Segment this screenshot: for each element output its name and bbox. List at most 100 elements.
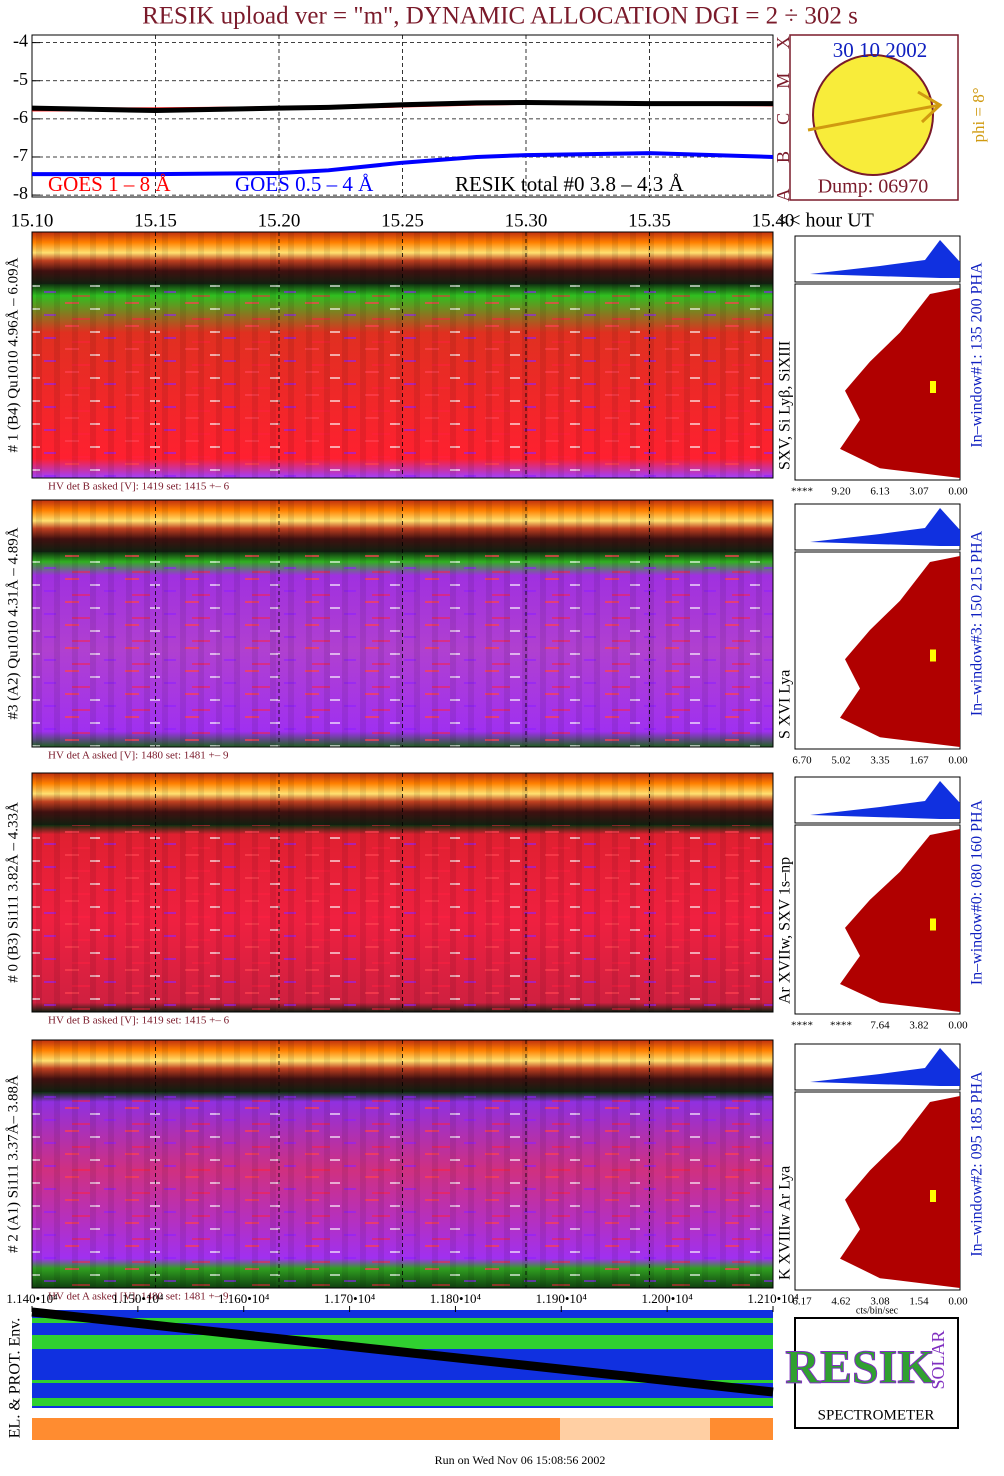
series-line [31, 99, 773, 113]
flare-class: A [773, 189, 793, 202]
pha-histogram [810, 240, 960, 278]
detector-panels: # 1 (B4) Qu1010 4.96Å – 6.09Å SXV, Si Lyβ… [5, 231, 986, 1316]
logo-solar: SOLAR [928, 1330, 948, 1389]
sun-dump: Dump: 06970 [818, 176, 929, 198]
sun-date: 30 10 2002 [833, 38, 928, 62]
hist-tick-label: 0.00 [948, 1020, 968, 1032]
hist-tick-label: 9.20 [831, 486, 851, 498]
line-label: S XVI Lya [777, 670, 794, 739]
detector-label: # 1 (B4) Qu1010 4.96Å – 6.09Å [5, 257, 21, 452]
legend-entry: GOES 1 – 8 Å [48, 172, 171, 196]
flare-class: X [773, 36, 793, 49]
flare-class: M [773, 73, 793, 89]
spectrum-histogram [840, 556, 960, 747]
hist-tick-label: **** [791, 1020, 813, 1032]
spectrum-marker [930, 918, 936, 931]
window-label: In–window#0: 080 160 PHA [969, 799, 986, 985]
hist-tick-label: 1.67 [909, 755, 929, 767]
x-tick-label: 15.25 [381, 210, 424, 231]
x-tick-label: 15.30 [505, 210, 548, 231]
y-tick-label: -6 [13, 107, 28, 127]
x-tick-label: 15.35 [628, 210, 671, 231]
y-tick-label: -4 [13, 31, 28, 51]
hv-label: HV det B asked [V]: 1419 set: 1415 +– 6 [48, 1015, 230, 1027]
lightcurve: -4 -5 -6 -7 -8 15.10 15.15 15.20 15.25 15.30 15.35… [11, 31, 795, 232]
env-tick-label: 1.150•10⁴ [112, 1291, 164, 1306]
y-tick-label: -7 [13, 145, 28, 165]
env-band [32, 1335, 773, 1349]
line-label: K XVIIIw Ar Lya [777, 1166, 794, 1280]
hist-tick-label: 5.02 [831, 755, 850, 767]
y-tick-label: -8 [13, 183, 28, 203]
x-tick-label: 15.15 [134, 210, 177, 231]
sun-arrowhead [917, 90, 943, 124]
detector-label: #3 (A2) Qu1010 4.31Å – 4.89Å [5, 527, 21, 719]
env-band [32, 1318, 773, 1323]
sun-arrow [807, 103, 941, 132]
footer: Run on Wed Nov 06 15:08:56 2002 [435, 1453, 606, 1467]
window-label: In–window#1: 135 200 PHA [969, 262, 986, 448]
env-tick-label: 1.160•10⁴ [218, 1291, 270, 1306]
window-label: In–window#3: 150 215 PHA [969, 530, 986, 716]
sun-disk [812, 54, 934, 176]
env-line [31, 1307, 774, 1397]
hist-tick-label: 6.17 [792, 1296, 812, 1308]
legend-entry: RESIK total #0 3.8 – 4.3 Å [455, 172, 684, 196]
spectrum-histogram [840, 829, 960, 1012]
hist-tick-label: **** [791, 486, 813, 498]
hist-tick-label: 0.00 [948, 755, 968, 767]
spectrum-marker [930, 1190, 936, 1202]
pha-histogram [810, 508, 960, 546]
sun-frame [789, 34, 959, 201]
window-label: In–window#2: 095 185 PHA [969, 1071, 986, 1257]
detector-label: # 2 (A1) Si111 3.37Å– 3.88Å [5, 1075, 21, 1253]
title: RESIK upload ver = "m", DYNAMIC ALLOCATI… [142, 3, 858, 30]
env-axis: 1.140•10⁴ 1.150•10⁴ 1.160•10⁴ 1.170•10⁴ 1.18… [6, 1291, 799, 1312]
hist-tick-label: 3.07 [909, 486, 929, 498]
series-line [32, 151, 774, 177]
x-axis-label: << hour UT [778, 210, 874, 232]
flare-classes: A B C M X [773, 36, 793, 201]
sun-phi: phi = 8° [969, 87, 988, 142]
hist-tick-label: 1.54 [909, 1296, 929, 1308]
x-tick-label: 15.20 [258, 210, 301, 231]
hist-tick-label: 3.08 [870, 1296, 890, 1308]
spectrum-histogram [840, 1096, 960, 1288]
pha-frame [794, 503, 961, 551]
flare-class: B [773, 151, 793, 163]
logo-frame [794, 1317, 959, 1429]
env-strip [560, 1418, 710, 1440]
env-band [32, 1380, 773, 1383]
env-tick-label: 1.140•10⁴ [6, 1291, 58, 1306]
hist-tick-label: 4.62 [831, 1296, 850, 1308]
hv-label: HV det A asked [V]: 1480 set: 1481 +– 9 [48, 750, 229, 762]
hist-tick-label: 0.00 [948, 1296, 968, 1308]
env-tick-label: 1.170•10⁴ [324, 1291, 376, 1306]
pha-frame [794, 235, 961, 283]
pha-frame [794, 1043, 961, 1091]
env-tick-label: 1.190•10⁴ [536, 1291, 588, 1306]
pha-histogram [810, 781, 960, 819]
logo-resik: RESIK [785, 1341, 934, 1394]
spectrum-marker [930, 381, 936, 393]
hist-unit: cts/bin/sec [856, 1305, 899, 1316]
env-tick-label: 1.180•10⁴ [430, 1291, 482, 1306]
detector-label: # 0 (B3) Si111 3.82Å – 4.33Å [5, 802, 21, 983]
x-tick-label: 15.40 [752, 210, 795, 231]
hist-tick-label: **** [830, 1020, 852, 1032]
hist-tick-label: 6.70 [792, 755, 812, 767]
hist-tick-label: 7.64 [870, 1020, 890, 1032]
logo-spectrometer: SPECTROMETER [818, 1407, 935, 1423]
flare-class: C [773, 113, 793, 125]
hist-tick-label: 0.00 [948, 486, 968, 498]
line-label: SXV, Si Lyβ, SiXIII [777, 341, 794, 470]
pha-histogram [810, 1048, 960, 1086]
env-band [32, 1398, 773, 1406]
env-tick-label: 1.210•10⁴ [747, 1291, 799, 1306]
spectrum-histogram [840, 288, 960, 478]
spectrum-marker [930, 649, 936, 662]
hv-label: HV det A asked [V]: 1480 set: 1481 +– 9 [48, 1291, 229, 1303]
hv-label: HV det B asked [V]: 1419 set: 1415 +– 6 [48, 481, 230, 493]
hist-tick-label: 6.13 [870, 486, 890, 498]
